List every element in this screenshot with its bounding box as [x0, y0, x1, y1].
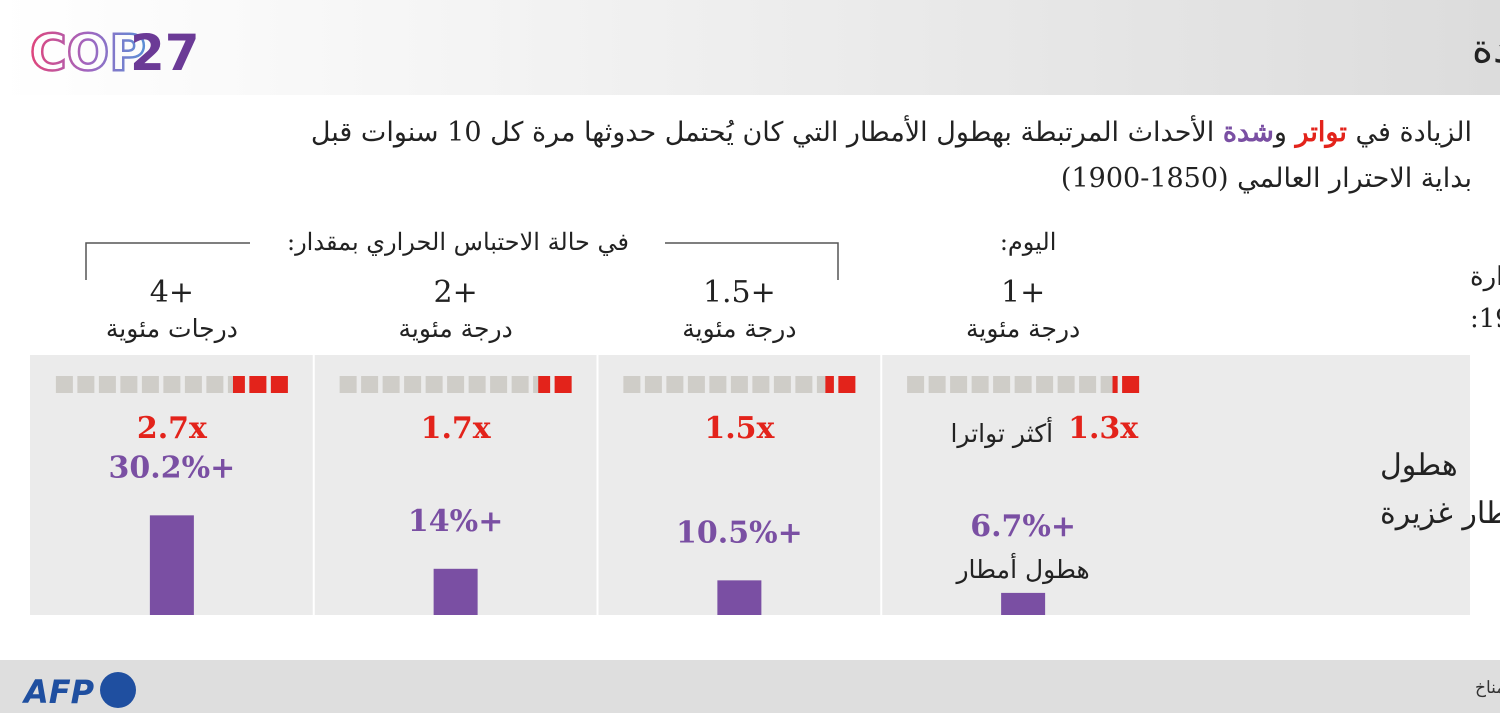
frequency-slot — [404, 376, 422, 393]
subtitle: الزيادة في تواتر وشدة الأحداث المرتبطة ب… — [272, 110, 1472, 202]
frequency-slot — [468, 376, 486, 393]
frequency-slot — [971, 376, 989, 393]
chart: ارتفاع درجة الحرارة مقارنة بـ 1850-1900: ه… — [30, 225, 1500, 615]
frequency-slot — [55, 376, 73, 393]
logo-27: 27 — [130, 24, 200, 82]
frequency-slot — [425, 376, 443, 393]
frequency-slot — [490, 376, 508, 393]
frequency-slot — [752, 376, 770, 393]
subtitle-part: تواتر — [1295, 117, 1347, 148]
warming: +4 — [150, 275, 194, 310]
frequency-slot — [773, 376, 791, 393]
frequency-slot — [1079, 376, 1097, 393]
frequency-slot — [206, 376, 224, 393]
frequency-slot — [447, 376, 465, 393]
frequency-slot — [361, 376, 379, 393]
intensity-bar — [717, 580, 762, 615]
frequency-square — [232, 376, 245, 393]
row-header: ارتفاع درجة الحرارة — [1470, 262, 1500, 292]
intensity-bar — [1001, 592, 1046, 615]
frequency-slot — [928, 376, 946, 393]
logo-cop: COP — [30, 24, 146, 82]
intensity-bar — [149, 515, 194, 615]
frequency-label: 2.7x — [137, 411, 208, 446]
subtitle-part: الزيادة في — [1346, 117, 1472, 148]
frequency-square — [825, 376, 834, 393]
bracket-gap — [250, 225, 665, 261]
frequency-slot — [163, 376, 181, 393]
unit: درجة مئوية — [682, 314, 796, 344]
frequency-mark — [232, 376, 288, 393]
intensity-label: +30.2% — [109, 450, 236, 485]
frequency-slot — [1036, 376, 1054, 393]
subtitle-part: الأحداث المرتبطة بهطول الأمطار التي كان … — [310, 117, 1472, 194]
intensity-label: +14% — [408, 504, 503, 539]
afp-dot — [100, 672, 136, 708]
frequency-square — [1122, 376, 1140, 393]
panel-bg — [30, 355, 1470, 615]
row-header: مقارنة بـ 1850-1900: — [1470, 304, 1500, 334]
header-bg — [0, 0, 1500, 95]
unit: درجة مئوية — [399, 314, 513, 344]
frequency-slot — [141, 376, 159, 393]
frequency-slot — [511, 376, 529, 393]
frequency-mark — [1112, 376, 1140, 393]
frequency-slot — [795, 376, 813, 393]
frequency-slot — [382, 376, 400, 393]
frequency-square — [538, 376, 551, 393]
frequency-note: أكثر تواترا — [950, 416, 1053, 449]
source: المصدر: الهيئة الحكومية الدولية المعنية … — [1475, 678, 1500, 698]
row-label: أمطار غزيرة — [1380, 493, 1500, 531]
frequency-slot — [950, 376, 968, 393]
warming: +2 — [434, 275, 478, 310]
warming: +1.5 — [703, 275, 776, 310]
today-label: اليوم: — [1000, 228, 1057, 256]
frequency-mark — [538, 376, 572, 393]
frequency-label: 1.5x — [704, 411, 775, 446]
footer-bg — [0, 660, 1500, 713]
frequency-slot — [1057, 376, 1075, 393]
frequency-square — [554, 376, 572, 393]
frequency-square — [249, 376, 267, 393]
frequency-slot — [98, 376, 116, 393]
scenario-label: في حالة الاحتباس الحراري بمقدار: — [287, 228, 629, 256]
frequency-slot — [77, 376, 95, 393]
title: الاحتباس الحراري: أمطار أكثر تواترا وشدة — [1472, 21, 1500, 72]
frequency-square — [270, 376, 288, 393]
intensity-note: هطول أمطار — [954, 552, 1089, 585]
warming: +1 — [1001, 275, 1045, 310]
frequency-slot — [184, 376, 202, 393]
frequency-slot — [623, 376, 641, 393]
subtitle-part: شدة — [1222, 117, 1274, 148]
frequency-square — [838, 376, 856, 393]
frequency-mark — [825, 376, 856, 393]
unit: درجات مئوية — [106, 314, 238, 344]
frequency-slot — [907, 376, 925, 393]
row-label: هطول — [1380, 448, 1458, 483]
frequency-slot — [709, 376, 727, 393]
frequency-slot — [339, 376, 357, 393]
frequency-slot — [1014, 376, 1032, 393]
frequency-label: 1.7x — [421, 411, 492, 446]
subtitle-part: و — [1273, 117, 1296, 148]
frequency-slot — [993, 376, 1011, 393]
frequency-slot — [644, 376, 662, 393]
frequency-slot — [687, 376, 705, 393]
afp-logo: AFP — [21, 673, 95, 711]
unit: درجة مئوية — [966, 314, 1080, 344]
frequency-square — [1112, 376, 1118, 393]
frequency-slot — [120, 376, 138, 393]
frequency-slot — [666, 376, 684, 393]
frequency-label: 1.3x — [1068, 411, 1139, 446]
intensity-label: +6.7% — [970, 509, 1076, 544]
intensity-bar — [433, 568, 478, 615]
intensity-label: +10.5% — [676, 515, 803, 550]
frequency-slot — [730, 376, 748, 393]
